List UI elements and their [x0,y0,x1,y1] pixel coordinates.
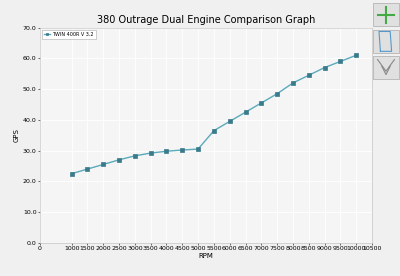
TWIN 400R V 3.2 [275,92,280,95]
TWIN 400R V 3.2 [338,60,343,63]
TWIN 400R V 3.2 [180,148,185,152]
X-axis label: RPM: RPM [198,253,214,259]
Y-axis label: GPS: GPS [14,128,20,142]
TWIN 400R V 3.2 [148,152,153,155]
TWIN 400R V 3.2 [227,120,232,123]
Line: TWIN 400R V 3.2: TWIN 400R V 3.2 [70,54,358,176]
TWIN 400R V 3.2 [354,54,358,57]
TWIN 400R V 3.2 [322,66,327,69]
TWIN 400R V 3.2 [101,163,106,166]
TWIN 400R V 3.2 [290,81,295,85]
FancyBboxPatch shape [374,30,398,53]
TWIN 400R V 3.2 [132,154,137,158]
TWIN 400R V 3.2 [196,147,200,151]
FancyBboxPatch shape [374,3,398,26]
TWIN 400R V 3.2 [212,129,216,132]
Legend: TWIN 400R V 3.2: TWIN 400R V 3.2 [42,30,96,39]
TWIN 400R V 3.2 [164,150,169,153]
TWIN 400R V 3.2 [117,158,122,161]
TWIN 400R V 3.2 [306,74,311,77]
Title: 380 Outrage Dual Engine Comparison Graph: 380 Outrage Dual Engine Comparison Graph [97,15,315,25]
FancyBboxPatch shape [374,56,398,79]
TWIN 400R V 3.2 [69,172,74,175]
TWIN 400R V 3.2 [243,110,248,114]
TWIN 400R V 3.2 [85,168,90,171]
TWIN 400R V 3.2 [259,101,264,105]
